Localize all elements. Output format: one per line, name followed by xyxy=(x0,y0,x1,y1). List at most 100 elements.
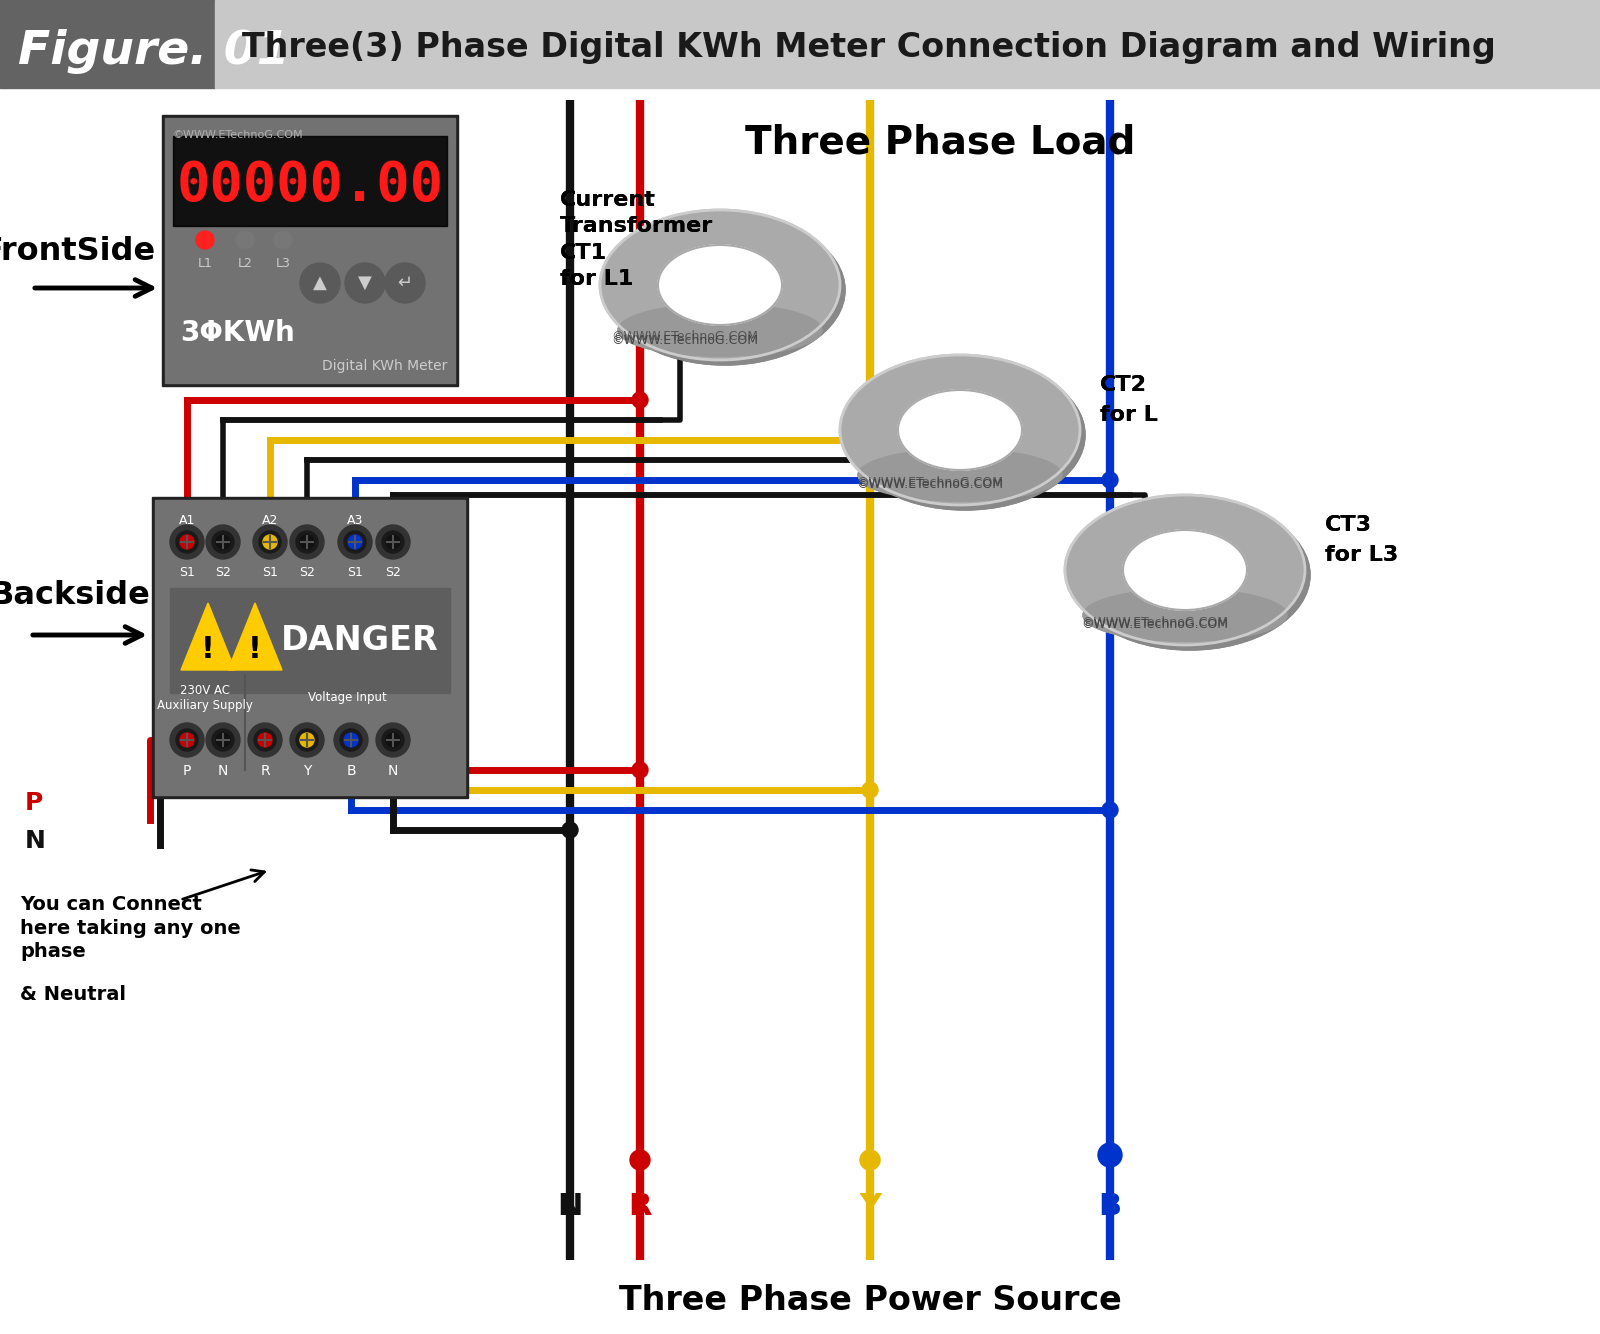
Polygon shape xyxy=(229,603,282,670)
Circle shape xyxy=(376,526,410,559)
Circle shape xyxy=(386,263,426,303)
Circle shape xyxy=(339,728,362,751)
Bar xyxy=(170,588,450,692)
Ellipse shape xyxy=(1083,588,1286,642)
Text: 230V AC
Auxiliary Supply: 230V AC Auxiliary Supply xyxy=(157,684,253,712)
Circle shape xyxy=(349,535,362,550)
Circle shape xyxy=(301,263,339,303)
Ellipse shape xyxy=(1070,500,1310,650)
Bar xyxy=(173,136,446,225)
Bar xyxy=(0,0,214,88)
Ellipse shape xyxy=(658,245,782,325)
Circle shape xyxy=(259,531,282,554)
Text: A1: A1 xyxy=(179,514,195,527)
Circle shape xyxy=(211,531,234,554)
Circle shape xyxy=(632,392,648,408)
Circle shape xyxy=(206,723,240,756)
Text: Current
Transformer
CT1
for L1: Current Transformer CT1 for L1 xyxy=(560,189,714,289)
Text: FrontSide: FrontSide xyxy=(0,236,155,268)
Bar xyxy=(165,117,454,383)
Circle shape xyxy=(179,535,194,550)
Ellipse shape xyxy=(600,209,840,360)
Circle shape xyxy=(274,231,291,249)
Ellipse shape xyxy=(840,355,1080,506)
Circle shape xyxy=(386,535,400,550)
Text: S1: S1 xyxy=(179,566,195,579)
Circle shape xyxy=(195,231,214,249)
Text: CT3
for L3: CT3 for L3 xyxy=(1325,515,1398,564)
Text: S2: S2 xyxy=(299,566,315,579)
Text: & Neutral: & Neutral xyxy=(19,984,126,1005)
Circle shape xyxy=(334,723,368,756)
Text: N: N xyxy=(218,764,229,778)
Text: N: N xyxy=(387,764,398,778)
Text: ©WWW.ETechnoG.COM: ©WWW.ETechnoG.COM xyxy=(856,479,1003,491)
Circle shape xyxy=(296,531,318,554)
Circle shape xyxy=(338,526,371,559)
Ellipse shape xyxy=(858,448,1062,502)
Ellipse shape xyxy=(1066,495,1306,646)
Circle shape xyxy=(237,231,254,249)
Circle shape xyxy=(1102,472,1118,488)
Circle shape xyxy=(216,732,230,747)
Polygon shape xyxy=(181,603,235,670)
Circle shape xyxy=(562,822,578,838)
Circle shape xyxy=(346,263,386,303)
Bar xyxy=(152,498,467,798)
Text: B: B xyxy=(1099,1193,1122,1221)
Text: R: R xyxy=(629,1193,651,1221)
Text: Y: Y xyxy=(302,764,310,778)
Ellipse shape xyxy=(1123,530,1246,610)
Circle shape xyxy=(1102,802,1118,818)
Text: L1: L1 xyxy=(197,257,213,269)
Text: P: P xyxy=(182,764,190,778)
Text: B: B xyxy=(346,764,355,778)
Text: ▼: ▼ xyxy=(358,273,371,292)
Circle shape xyxy=(344,531,366,554)
Text: Y: Y xyxy=(859,1193,882,1221)
Text: Three(3) Phase Digital KWh Meter Connection Diagram and Wiring: Three(3) Phase Digital KWh Meter Connect… xyxy=(242,32,1496,64)
Text: N: N xyxy=(557,1193,582,1221)
Text: Three Phase Power Source: Three Phase Power Source xyxy=(619,1283,1122,1317)
Ellipse shape xyxy=(840,355,1080,506)
Circle shape xyxy=(211,728,234,751)
Circle shape xyxy=(296,728,318,751)
Ellipse shape xyxy=(1083,588,1286,642)
Text: DANGER: DANGER xyxy=(282,624,438,658)
Circle shape xyxy=(862,432,878,448)
Circle shape xyxy=(176,531,198,554)
Bar xyxy=(214,0,1600,88)
Text: L3: L3 xyxy=(275,257,291,269)
Ellipse shape xyxy=(898,390,1022,470)
Text: Voltage Input: Voltage Input xyxy=(307,691,386,704)
Ellipse shape xyxy=(845,360,1085,510)
Circle shape xyxy=(386,732,400,747)
Circle shape xyxy=(382,531,403,554)
Text: Three Phase Load: Three Phase Load xyxy=(746,124,1134,161)
Circle shape xyxy=(216,535,230,550)
Text: A2: A2 xyxy=(262,514,278,527)
Ellipse shape xyxy=(658,245,782,325)
Circle shape xyxy=(248,723,282,756)
Text: ▲: ▲ xyxy=(314,273,326,292)
Circle shape xyxy=(262,535,277,550)
Ellipse shape xyxy=(658,245,782,325)
Text: L2: L2 xyxy=(237,257,253,269)
Text: CT2
for L: CT2 for L xyxy=(1101,375,1158,424)
Text: ©WWW.ETechnoG.COM: ©WWW.ETechnoG.COM xyxy=(611,334,758,347)
Ellipse shape xyxy=(1123,530,1246,610)
Bar xyxy=(174,137,445,224)
Circle shape xyxy=(301,535,314,550)
Circle shape xyxy=(382,728,403,751)
Ellipse shape xyxy=(605,215,845,366)
Text: S2: S2 xyxy=(386,566,402,579)
Bar xyxy=(162,115,458,386)
Circle shape xyxy=(630,1150,650,1170)
Text: ↵: ↵ xyxy=(397,273,413,292)
Ellipse shape xyxy=(600,209,840,360)
Ellipse shape xyxy=(1066,495,1306,646)
Ellipse shape xyxy=(898,390,1022,470)
Ellipse shape xyxy=(1070,500,1310,650)
Circle shape xyxy=(862,782,878,798)
Text: Backside: Backside xyxy=(0,579,150,611)
